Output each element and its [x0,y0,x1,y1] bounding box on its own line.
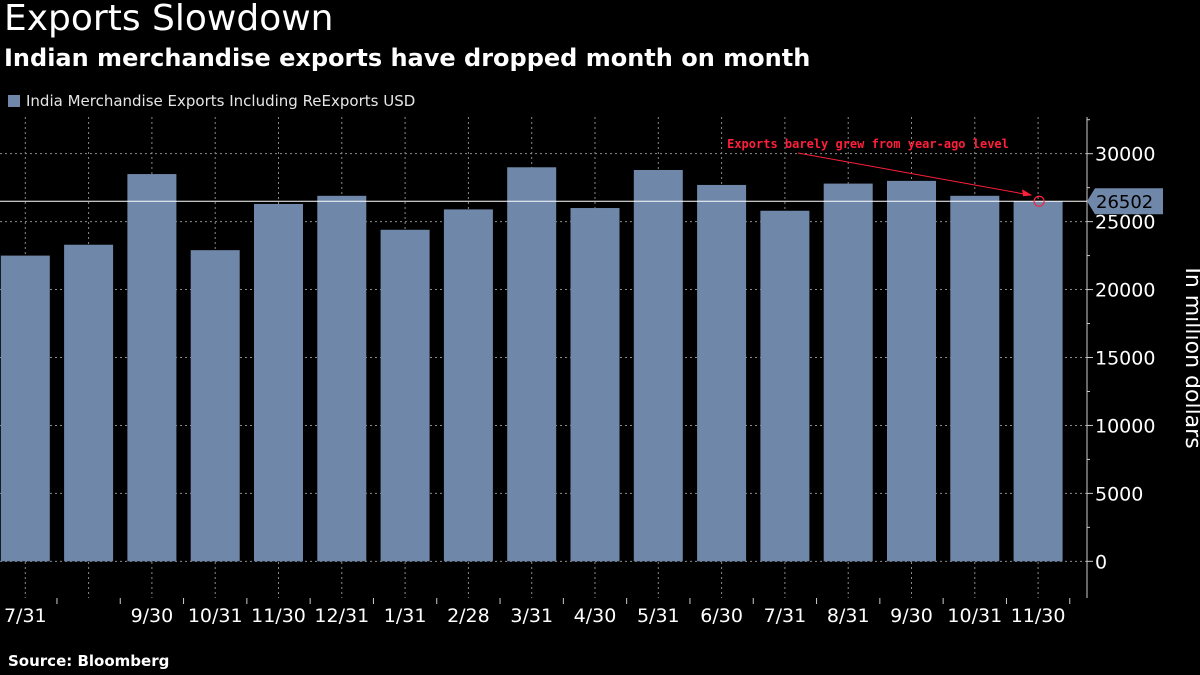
x-tick-label: 3/31 [510,605,553,627]
annotation-arrow-line [797,152,1032,196]
x-tick-label: 2/28 [447,605,490,627]
x-tick-label: 4/30 [574,605,617,627]
x-tick-label: 1/31 [384,605,427,627]
bar [950,195,1000,562]
x-tick-label: 5/31 [637,605,680,627]
bar [823,183,873,562]
bar [64,244,114,562]
bar [1013,201,1063,562]
x-tick-label: 10/31 [188,605,243,627]
y-tick-label: 25000 [1095,212,1155,234]
bar [570,208,620,562]
y-tick-label: 10000 [1095,415,1155,437]
bar [443,209,493,562]
x-tick-label: 7/31 [764,605,807,627]
last-value-label: 26502 [1096,192,1153,213]
bar [380,229,430,562]
bar [0,255,50,562]
x-tick-label: 12/31 [314,605,369,627]
x-tick-label: 11/30 [1011,605,1066,627]
annotation-text: Exports barely grew from year-ago level [727,137,1009,151]
x-tick-label: 7/31 [4,605,47,627]
source-note: Source: Bloomberg [8,652,170,670]
x-tick-label: 6/30 [700,605,743,627]
bar [190,250,240,562]
x-tick-label: 9/30 [131,605,174,627]
x-tick-label: 8/31 [827,605,870,627]
y-axis-title: In million dollars [1180,267,1200,448]
legend-swatch [8,95,20,107]
bar [887,180,936,562]
y-tick-label: 0 [1095,551,1107,573]
bar [317,195,367,562]
bar [760,210,810,562]
bar [507,167,557,562]
x-tick-label: 11/30 [251,605,306,627]
bar [127,174,177,562]
bar [254,203,303,562]
y-tick-label: 5000 [1095,483,1143,505]
legend: India Merchandise Exports Including ReEx… [8,92,415,110]
bar [633,169,683,562]
annotation-marker [1033,195,1045,207]
chart-title: Exports Slowdown [4,0,334,39]
annotation-arrowhead [1022,189,1033,197]
y-tick-label: 20000 [1095,280,1155,302]
chart-subtitle: Indian merchandise exports have dropped … [4,44,811,72]
legend-label: India Merchandise Exports Including ReEx… [26,92,416,110]
last-value-tag [1087,188,1163,215]
y-tick-label: 30000 [1095,144,1155,166]
x-tick-label: 9/30 [890,605,933,627]
x-tick-label: 10/31 [947,605,1002,627]
y-tick-label: 15000 [1095,348,1155,370]
bar [697,184,747,562]
